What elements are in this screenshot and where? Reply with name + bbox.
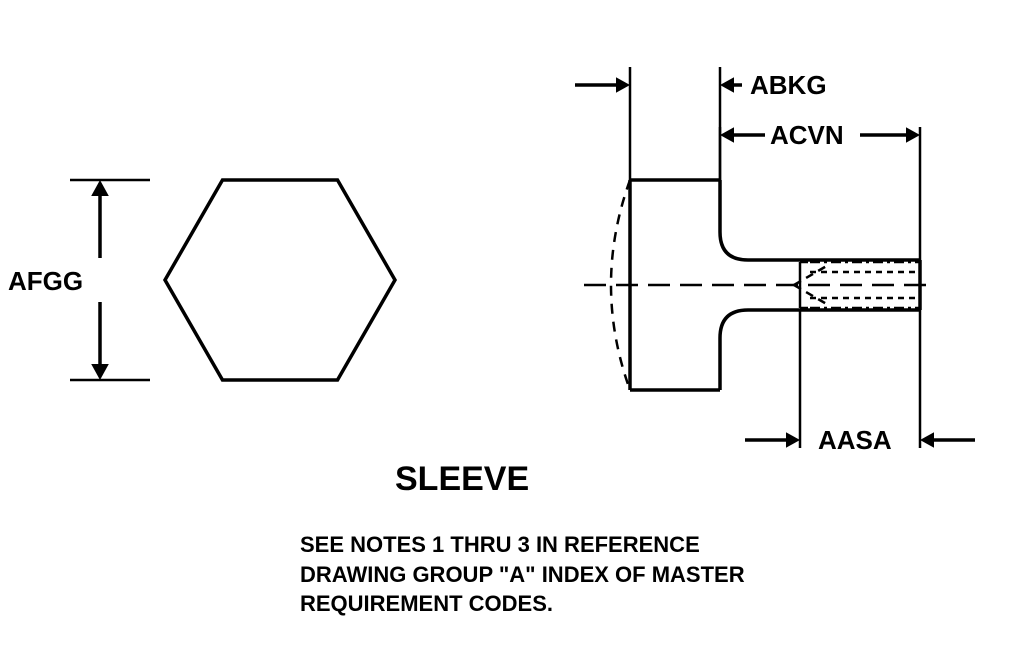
notes-line-1: SEE NOTES 1 THRU 3 IN REFERENCE [300, 530, 745, 560]
label-aasa: AASA [818, 425, 892, 456]
notes-line-3: REQUIREMENT CODES. [300, 589, 745, 619]
label-acvn: ACVN [770, 120, 844, 151]
notes-block: SEE NOTES 1 THRU 3 IN REFERENCE DRAWING … [300, 530, 745, 619]
title-sleeve: SLEEVE [395, 460, 529, 499]
notes-line-2: DRAWING GROUP "A" INDEX OF MASTER [300, 560, 745, 590]
label-abkg: ABKG [750, 70, 827, 101]
label-afgg: AFGG [8, 266, 83, 297]
